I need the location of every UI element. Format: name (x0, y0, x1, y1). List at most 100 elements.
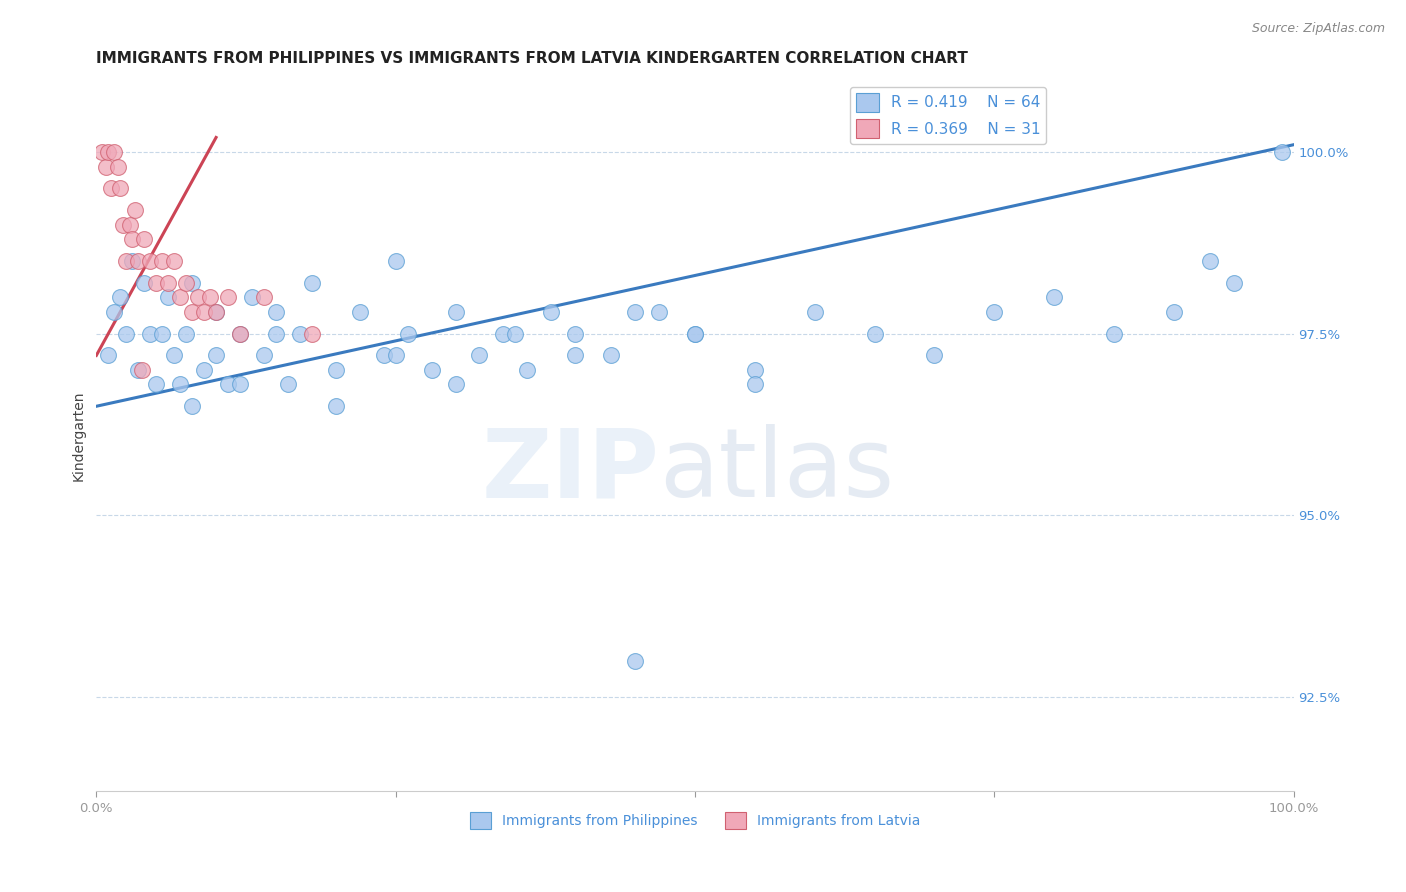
Point (157, 290, 180, 304)
Point (301, 276, 323, 290)
Point (181, 276, 204, 290)
Point (139, 326, 162, 341)
Point (600, 348, 623, 362)
Point (373, 348, 395, 362)
Point (134, 276, 156, 290)
Point (492, 326, 515, 341)
Point (127, 363, 149, 377)
Point (1163, 305, 1185, 319)
Point (127, 254, 149, 268)
Point (683, 326, 706, 341)
Point (396, 326, 419, 341)
Point (103, 305, 125, 319)
Point (169, 377, 191, 392)
Point (384, 348, 406, 362)
Point (118, 218, 141, 232)
Text: atlas: atlas (659, 425, 894, 517)
Point (349, 305, 371, 319)
Point (863, 326, 886, 341)
Point (205, 348, 228, 362)
Point (163, 348, 186, 362)
Point (444, 377, 467, 392)
Point (516, 363, 538, 377)
Point (803, 305, 825, 319)
Point (325, 363, 347, 377)
Point (145, 276, 167, 290)
Point (264, 305, 287, 319)
Point (924, 348, 946, 362)
Point (187, 290, 209, 304)
Point (174, 326, 197, 341)
Point (229, 326, 252, 341)
Point (139, 254, 162, 268)
Point (163, 254, 186, 268)
Point (174, 276, 197, 290)
Point (124, 203, 146, 218)
Point (253, 290, 276, 304)
Point (240, 290, 263, 304)
Point (205, 305, 228, 319)
Point (648, 305, 671, 319)
Point (157, 276, 180, 290)
Point (325, 399, 347, 413)
Point (468, 348, 491, 362)
Point (131, 363, 153, 377)
Point (564, 348, 586, 362)
Point (97, 145, 120, 159)
Point (217, 377, 239, 392)
Point (384, 254, 406, 268)
Point (115, 254, 138, 268)
Point (288, 326, 311, 341)
Point (264, 326, 287, 341)
Point (444, 305, 467, 319)
Point (150, 326, 173, 341)
Point (107, 160, 129, 174)
Point (1102, 326, 1125, 341)
Point (253, 348, 276, 362)
Point (744, 363, 766, 377)
Point (181, 399, 204, 413)
Point (205, 305, 228, 319)
Point (193, 363, 215, 377)
Point (1222, 276, 1244, 290)
Point (564, 326, 586, 341)
Point (198, 290, 221, 304)
Point (505, 326, 527, 341)
Point (301, 326, 323, 341)
Point (111, 218, 134, 232)
Point (97, 348, 120, 362)
Point (540, 305, 562, 319)
Point (145, 377, 167, 392)
Point (94, 160, 117, 174)
Point (115, 326, 138, 341)
Text: IMMIGRANTS FROM PHILIPPINES VS IMMIGRANTS FROM LATVIA KINDERGARTEN CORRELATION C: IMMIGRANTS FROM PHILIPPINES VS IMMIGRANT… (97, 51, 969, 66)
Point (420, 363, 443, 377)
Point (150, 254, 173, 268)
Point (1271, 145, 1294, 159)
Point (624, 305, 647, 319)
Point (181, 305, 204, 319)
Y-axis label: Kindergarten: Kindergarten (72, 390, 86, 481)
Point (100, 181, 122, 195)
Point (169, 290, 191, 304)
Point (121, 232, 143, 246)
Point (110, 290, 132, 304)
Text: ZIP: ZIP (481, 425, 659, 517)
Point (1198, 254, 1220, 268)
Point (624, 653, 647, 667)
Legend: Immigrants from Philippines, Immigrants from Latvia: Immigrants from Philippines, Immigrants … (464, 806, 925, 834)
Point (277, 377, 299, 392)
Point (229, 326, 252, 341)
Point (193, 305, 215, 319)
Point (134, 232, 156, 246)
Point (217, 290, 239, 304)
Point (91, 145, 114, 159)
Point (103, 145, 125, 159)
Point (1043, 290, 1066, 304)
Point (683, 326, 706, 341)
Point (983, 305, 1005, 319)
Point (121, 254, 143, 268)
Point (110, 181, 132, 195)
Text: Source: ZipAtlas.com: Source: ZipAtlas.com (1251, 22, 1385, 36)
Point (229, 377, 252, 392)
